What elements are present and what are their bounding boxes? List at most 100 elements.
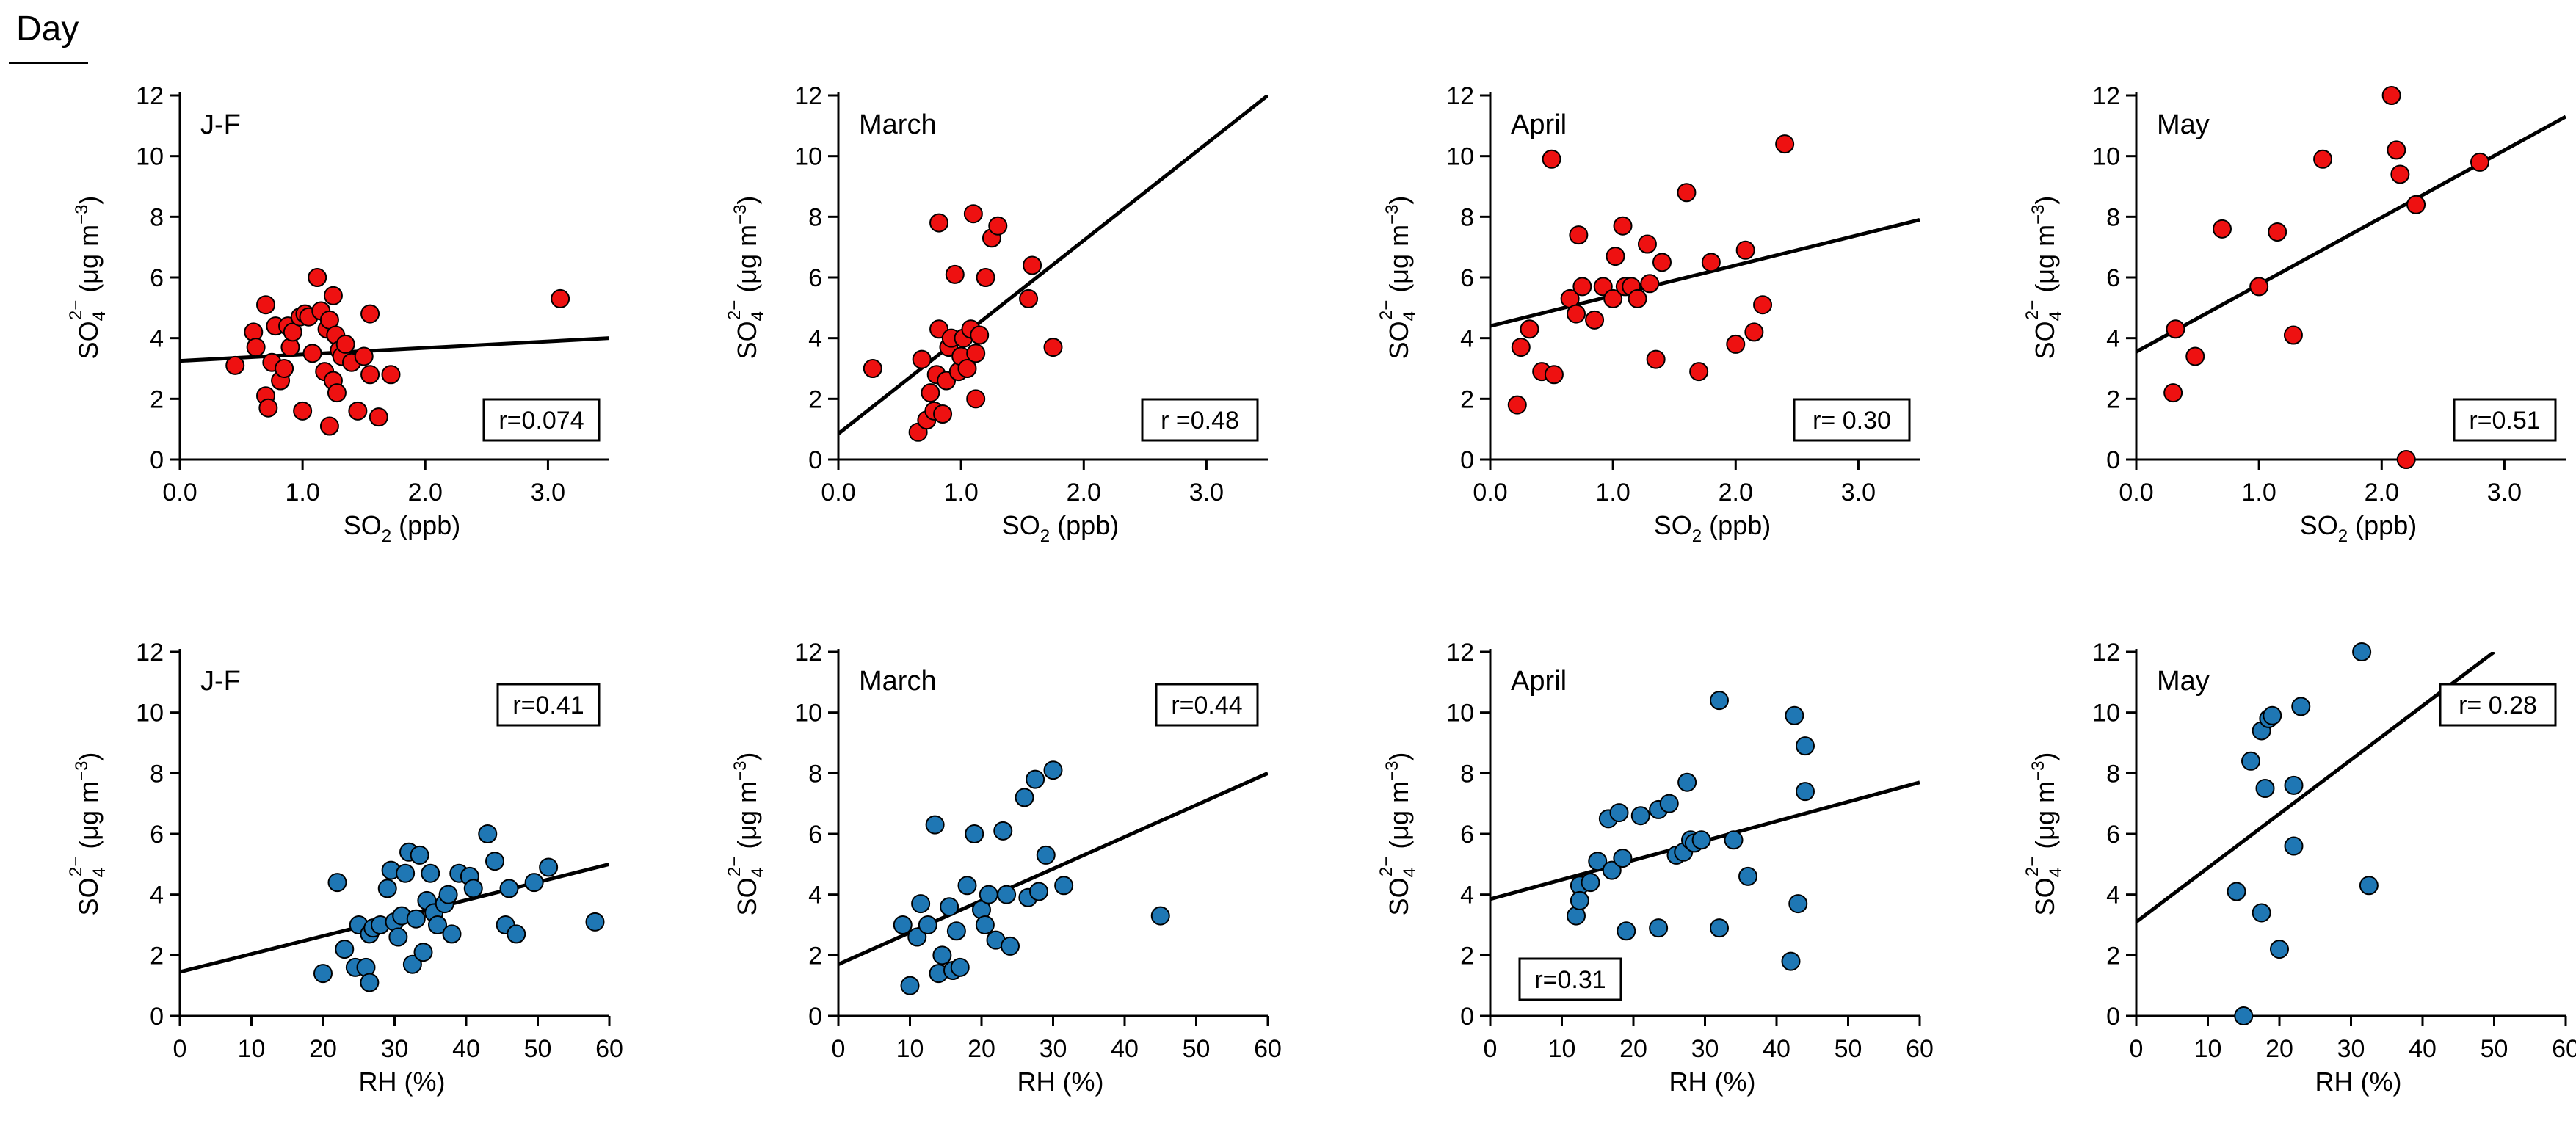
r-value-label: r=0.074 [498,407,584,435]
y-tick-label: 10 [2092,700,2120,727]
y-tick-label: 0 [150,446,164,474]
r-value-box [1793,398,1911,442]
x-tick-label: 30 [381,1035,409,1063]
data-point [1054,876,1074,896]
data-point [1677,183,1697,203]
data-point [485,852,504,871]
y-axis-label-unit-sup: −3 [730,761,750,781]
y-tick-label: 8 [150,760,164,788]
x-axis-label-rh: RH (%) [2315,1067,2402,1097]
r-value-label: r =0.48 [1161,407,1239,435]
data-point [1649,918,1669,938]
data-point [957,876,977,896]
x-tick-label: 1.0 [944,479,979,507]
data-point [911,894,931,914]
data-point [921,383,940,403]
x-tick-label: 30 [1691,1035,1719,1063]
data-point [275,359,294,378]
y-axis-label: SO4 2− (μg m−3) [2022,196,2066,360]
panel-label: April [1511,109,1567,140]
data-point [1036,845,1056,865]
regression-line [838,772,1268,967]
y-axis-label-sup: 2− [1376,300,1396,320]
data-point [966,344,986,363]
data-point [893,915,913,934]
r-value-box [2453,398,2557,442]
data-point [1150,906,1170,926]
y-tick-label: 2 [1460,942,1474,970]
data-point [1585,310,1605,330]
y-axis-label-unit: (μg m [2030,225,2060,300]
y-axis-label-unit-sup: −3 [1382,205,1402,225]
data-point [1019,288,1039,308]
data-point [2387,140,2406,160]
y-tick-label: 2 [150,942,164,970]
data-point [933,404,953,424]
y-axis-label-sup: 2− [1376,857,1396,876]
data-point [988,216,1008,236]
y-tick-label: 12 [2092,82,2120,110]
data-point [1511,338,1531,357]
data-point [2313,149,2333,169]
x-axis-label-main: SO [1654,510,1692,540]
y-axis-label-sub: 4 [1400,868,1420,877]
x-axis-label-unit: (ppb) [2348,510,2417,540]
y-tick-label: 2 [150,385,164,413]
y-tick-label: 2 [808,385,822,413]
data-point [2268,222,2287,242]
x-axis-label-unit: (ppb) [1050,510,1119,540]
y-axis-label-sup: 2− [2022,857,2042,876]
data-point [1043,760,1063,780]
data-point [1710,691,1729,711]
data-point [2291,697,2311,716]
data-point [1570,890,1589,910]
data-point [1023,255,1042,275]
y-axis-label-unit: (μg m [1384,225,1414,300]
y-tick-label: 8 [1460,203,1474,231]
x-axis-label: SO2 (ppb) [344,510,460,546]
data-point [478,824,498,843]
data-point [907,927,927,947]
data-point [1689,362,1709,382]
data-point [246,338,266,357]
y-tick-label: 4 [2106,325,2120,353]
y-tick-label: 2 [1460,385,1474,413]
data-point [1775,134,1795,154]
y-axis-label-sub: 4 [2046,311,2066,321]
x-tick-label: 3.0 [2487,479,2522,507]
x-axis-label: RH (%) [1017,1067,1104,1097]
data-point [348,401,368,421]
x-tick-label: 0.0 [2119,479,2153,507]
x-axis-label-rh: RH (%) [1669,1067,1756,1097]
data-point [1617,921,1636,941]
data-point [283,322,302,342]
y-axis-label-sup: 2− [66,300,86,320]
y-axis-label-close: ) [732,196,762,205]
y-tick-label: 0 [1460,1003,1474,1031]
y-tick-label: 4 [150,325,164,353]
data-point [1613,849,1633,868]
x-tick-label: 30 [1040,1035,1067,1063]
y-axis-label-unit-sup: −3 [2028,205,2048,225]
y-tick-label: 6 [1460,821,1474,849]
y-axis-label-sup: 2− [2022,300,2042,320]
y-axis-label-sub: 4 [90,311,109,321]
x-tick-label: 2.0 [408,479,443,507]
data-point [396,863,416,883]
y-axis-label: SO4 2− (μg m−3) [725,196,768,360]
y-tick-label: 6 [808,821,822,849]
data-point [319,416,339,436]
data-point [912,349,932,369]
y-tick-label: 8 [808,760,822,788]
x-tick-label: 10 [2194,1035,2222,1063]
y-tick-label: 2 [2106,385,2120,413]
x-tick-label: 0.0 [162,479,197,507]
data-point [932,945,952,965]
panel-label: March [859,666,937,697]
y-axis-label-sub: 4 [90,868,109,877]
x-tick-label: 60 [1254,1035,1282,1063]
y-axis-label-main: SO [1384,877,1414,915]
y-tick-label: 2 [2106,942,2120,970]
